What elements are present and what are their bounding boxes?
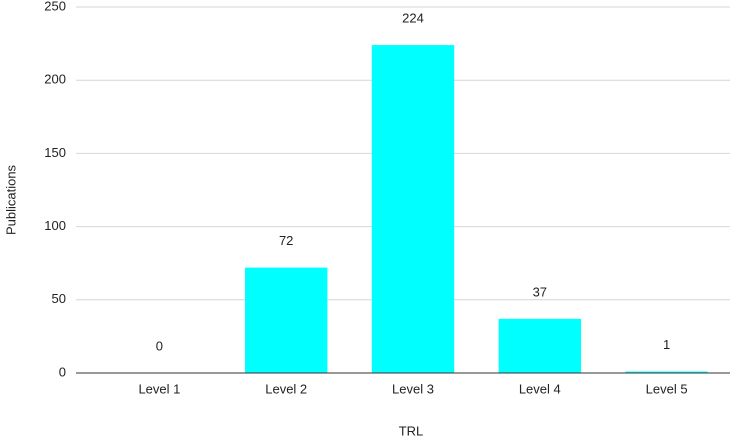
x-tick-label: Level 1 (138, 381, 180, 396)
data-label: 224 (402, 11, 424, 26)
data-label: 37 (533, 284, 547, 299)
y-tick-label: 150 (44, 145, 66, 160)
x-tick-label: Level 4 (519, 381, 561, 396)
y-tick-label: 200 (44, 72, 66, 87)
x-axis-label: TRL (399, 423, 424, 438)
y-tick-label: 0 (59, 364, 66, 379)
x-tick-label: Level 3 (392, 381, 434, 396)
bar (371, 45, 455, 374)
bar (625, 371, 708, 373)
x-tick-label: Level 2 (265, 381, 307, 396)
y-tick-label: 250 (44, 0, 66, 13)
y-tick-label: 100 (44, 218, 66, 233)
data-label: 0 (156, 338, 163, 353)
bar (244, 267, 328, 373)
data-label: 72 (279, 233, 293, 248)
bar (498, 318, 582, 373)
y-axis-label: Publications (3, 164, 18, 235)
y-tick-label: 50 (52, 291, 66, 306)
data-label: 1 (663, 337, 670, 352)
x-tick-label: Level 5 (646, 381, 688, 396)
